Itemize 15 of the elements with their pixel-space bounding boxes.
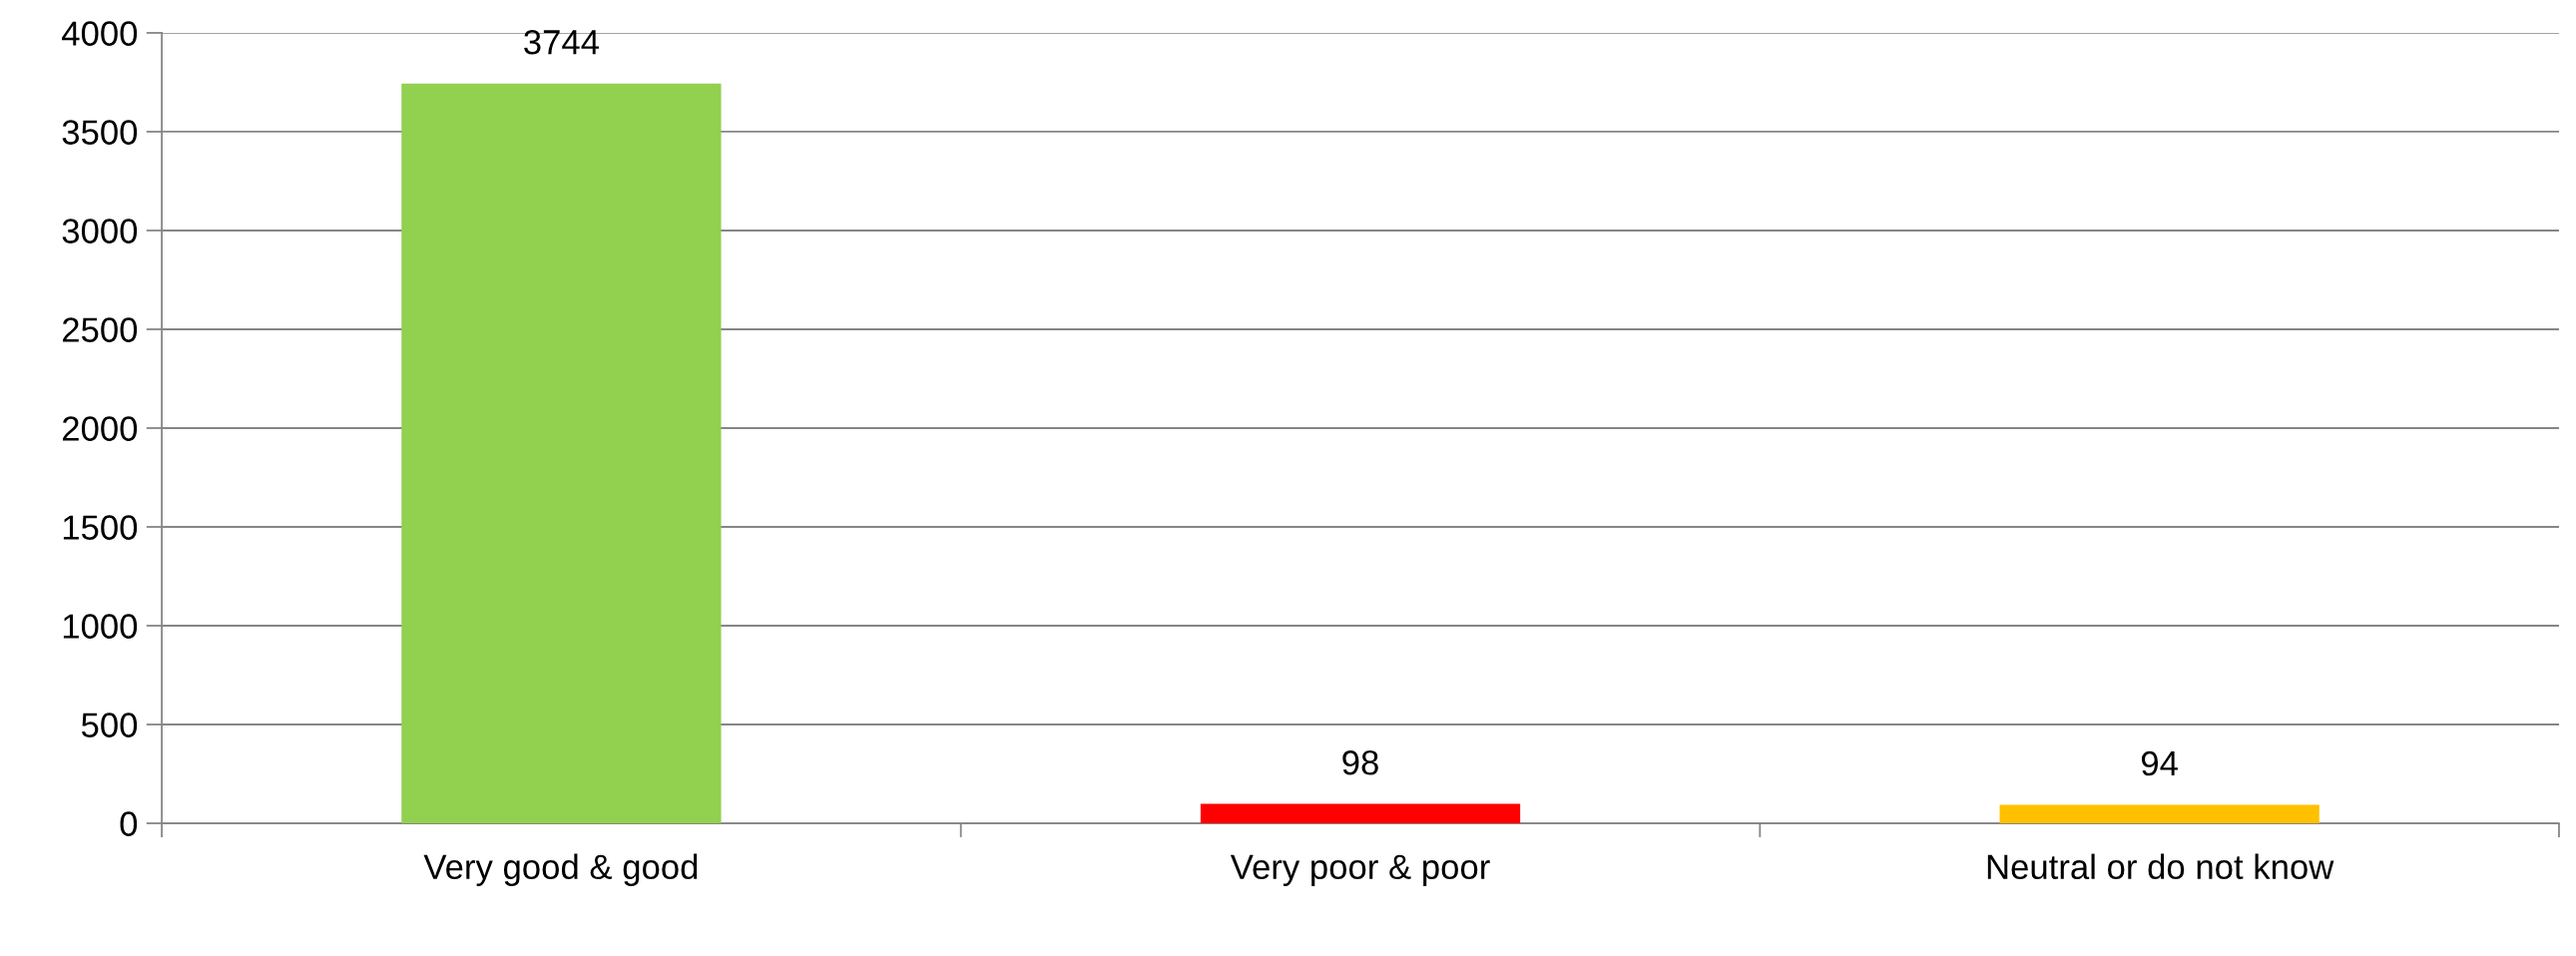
x-tick-label: Very poor & poor (1230, 854, 1490, 886)
y-tick-label: 1500 (63, 515, 138, 540)
y-tick-label: 500 (81, 713, 138, 737)
y-tick-label: 2000 (62, 416, 138, 441)
data-label: 3744 (524, 29, 600, 55)
y-tick-label: 1000 (63, 614, 138, 639)
x-tick-label: Neutral or do not know (1987, 853, 2334, 880)
y-tick-label: 0 (120, 811, 138, 836)
y-tick-label: 2500 (62, 317, 138, 342)
y-tick-label: 3500 (62, 120, 138, 145)
data-label: 94 (2141, 750, 2178, 776)
x-tick-label: Very good & good (423, 853, 698, 886)
y-tick-label: 4000 (62, 21, 138, 46)
data-label: 98 (1342, 749, 1378, 775)
y-tick-label: 3000 (62, 219, 138, 243)
